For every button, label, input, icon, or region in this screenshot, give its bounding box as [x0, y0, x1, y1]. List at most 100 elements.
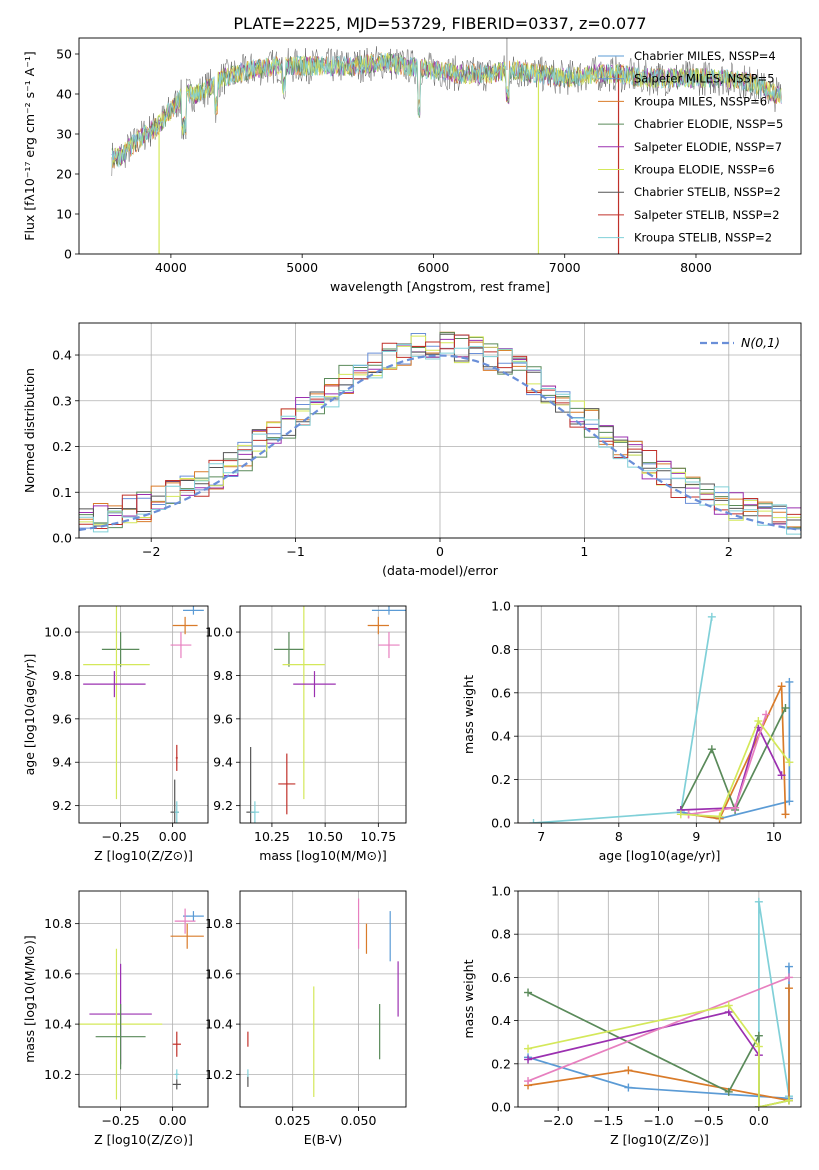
panel-mass_vs_Z: −0.25 0.00 10.2 10.4 10.6 10.8 Z [log10(Z/Z⊙)]…	[22, 890, 209, 1147]
x-tick-label: 7000	[549, 260, 581, 275]
weight-line	[680, 707, 787, 813]
x-tick-label: 2	[725, 544, 733, 559]
weight-line	[680, 719, 791, 818]
x-tick-label: −0.25	[101, 1113, 139, 1128]
spectrum-line	[111, 52, 782, 168]
legend-label: Chabrier MILES, NSSP=4	[634, 49, 776, 63]
x-axis-label: Z [log10(Z/Z⊙)]	[94, 1132, 193, 1147]
panel-mass_vs_EBV: 0.025 0.050 10.2 10.4 10.6 10.8 E(B-V)	[205, 890, 407, 1147]
plot-area	[79, 908, 204, 1100]
plot-area	[524, 897, 793, 1107]
y-tick-label: 0.0	[491, 816, 511, 831]
x-tick-label: −2.0	[543, 1113, 573, 1128]
y-tick-label: 0.0	[491, 1100, 511, 1115]
weight-line	[533, 616, 713, 823]
x-tick-label: 0.050	[341, 1113, 377, 1128]
axes-frame	[78, 605, 209, 824]
normal-curve	[79, 354, 801, 532]
x-tick-label: 10	[766, 829, 782, 844]
y-tick-label: 0.4	[491, 1013, 511, 1028]
y-tick-label: 9.2	[213, 798, 233, 813]
weight-line	[758, 901, 790, 1107]
y-axis-label: Normed distribution	[22, 368, 37, 493]
y-axis-label: mass weight	[461, 675, 476, 754]
x-tick-label: 5000	[286, 260, 318, 275]
y-tick-label: 0.2	[52, 439, 72, 454]
legend-label: Salpeter MILES, NSSP=5	[634, 72, 775, 86]
x-tick-label: 0.00	[159, 829, 187, 844]
y-tick-label: 0.3	[52, 393, 72, 408]
y-tick-label: 10.6	[205, 966, 233, 981]
x-tick-label: 6000	[418, 260, 450, 275]
x-tick-label: 7	[537, 829, 545, 844]
panel-mass_weight_vs_Z: −2.0 −1.5 −1.0 −0.5 0.0 0.0 0.2 0.4 0.6 0.8 1.0 Z […	[461, 884, 802, 1147]
y-tick-label: 0.4	[52, 348, 72, 363]
x-axis-label: Z [log10(Z/Z⊙)]	[610, 1132, 709, 1147]
y-axis-label: Flux [fλ10⁻¹⁷ erg cm⁻² s⁻¹ A⁻¹]	[22, 51, 37, 240]
legend-label: N(0,1)	[741, 335, 780, 350]
y-tick-label: 20	[56, 167, 72, 182]
y-tick-label: 10.8	[44, 916, 72, 931]
legend-label: Chabrier ELODIE, NSSP=5	[634, 117, 783, 131]
y-tick-label: 1.0	[491, 884, 511, 899]
x-tick-label: −0.25	[101, 829, 139, 844]
weight-line	[527, 988, 790, 1102]
axes-frame	[517, 605, 802, 824]
y-tick-label: 0.4	[491, 729, 511, 744]
y-tick-label: 9.6	[52, 711, 72, 726]
x-axis-label: mass [log10(M/M⊙)]	[259, 848, 387, 863]
y-tick-label: 10.4	[44, 1017, 72, 1032]
axes-frame	[239, 605, 407, 824]
x-axis-label: wavelength [Angstrom, rest frame]	[330, 279, 550, 294]
axes-frame	[239, 890, 407, 1108]
panel-age_vs_Z: −0.25 0.00 9.2 9.4 9.6 9.8 10.0 Z [log10(Z/Z⊙)]…	[22, 605, 209, 863]
plot-area	[246, 606, 406, 823]
x-tick-label: 10.50	[307, 829, 343, 844]
y-tick-label: 10.2	[205, 1067, 233, 1082]
y-tick-label: 0.1	[52, 485, 72, 500]
x-tick-label: 10.75	[360, 829, 396, 844]
y-tick-label: 10.4	[205, 1017, 233, 1032]
y-tick-label: 10	[56, 207, 72, 222]
x-axis-label: E(B-V)	[304, 1132, 343, 1147]
plot-area	[247, 898, 399, 1097]
weight-line	[680, 725, 783, 811]
panel-residuals: −2 −1 0 1 2 0.0 0.1 0.2 0.3 0.4 (data-model)/error…	[22, 322, 802, 578]
x-tick-label: −1	[286, 544, 304, 559]
legend-label: Salpeter STELIB, NSSP=2	[634, 208, 780, 222]
plot-area	[83, 606, 204, 823]
y-tick-label: 10.6	[44, 966, 72, 981]
y-tick-label: 0.0	[52, 531, 72, 546]
y-tick-label: 0.8	[491, 927, 511, 942]
y-tick-label: 10.2	[44, 1067, 72, 1082]
legend: Chabrier MILES, NSSP=4 Salpeter MILES, NS…	[598, 49, 783, 245]
y-tick-label: 50	[56, 47, 72, 62]
legend-label: Chabrier STELIB, NSSP=2	[634, 185, 781, 199]
x-tick-label: 0	[436, 544, 444, 559]
figure-title: PLATE=2225, MJD=53729, FIBERID=0337, z=0…	[233, 14, 646, 33]
panel-spectrum: 4000 5000 6000 7000 8000 0 10 20 30 40 50 wavelengt…	[22, 37, 802, 294]
y-axis-label: mass weight	[461, 959, 476, 1038]
y-tick-label: 40	[56, 87, 72, 102]
y-tick-label: 9.8	[52, 668, 72, 683]
legend-label: Kroupa MILES, NSSP=6	[634, 94, 767, 108]
y-tick-label: 0.6	[491, 685, 511, 700]
y-tick-label: 1.0	[491, 599, 511, 614]
y-tick-label: 30	[56, 127, 72, 142]
weight-line	[527, 976, 790, 1082]
x-tick-label: 0.0	[749, 1113, 769, 1128]
plot-area	[79, 331, 801, 535]
axes-frame	[517, 890, 802, 1108]
x-tick-label: 0.025	[275, 1113, 311, 1128]
spectrum-line	[111, 46, 782, 177]
plot-area	[529, 612, 794, 823]
x-axis-label: age [log10(age/yr)]	[599, 848, 721, 863]
y-tick-label: 9.6	[213, 711, 233, 726]
y-tick-label: 10.0	[44, 625, 72, 640]
legend-label: Kroupa STELIB, NSSP=2	[634, 231, 772, 245]
x-axis-label: (data-model)/error	[382, 563, 499, 578]
y-tick-label: 0.6	[491, 970, 511, 985]
y-tick-label: 10.0	[205, 625, 233, 640]
y-tick-label: 9.8	[213, 668, 233, 683]
